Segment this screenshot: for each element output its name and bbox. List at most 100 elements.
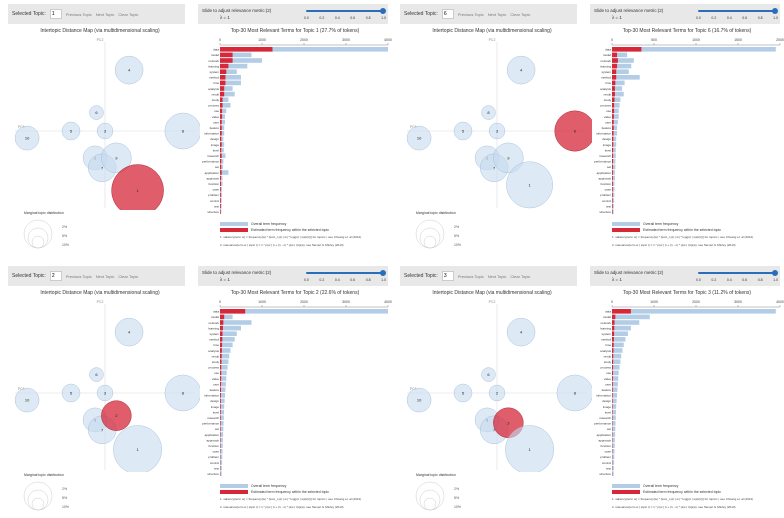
term-label: use — [214, 109, 219, 113]
bar-overall — [612, 460, 614, 465]
selected-topic-input[interactable] — [50, 271, 62, 281]
bar-topic — [612, 148, 613, 153]
term-label: method — [209, 76, 219, 80]
bar-topic — [612, 153, 613, 158]
footnote-relevance: 2. relevance(term w | topic t) = λ * p(w… — [612, 505, 782, 509]
bar-axis-tick: 0 — [219, 38, 221, 42]
slider-handle[interactable] — [380, 270, 386, 276]
bar-topic — [220, 331, 223, 336]
bar-topic — [612, 415, 613, 420]
bar-axis-tick: 4000 — [776, 300, 784, 304]
bar-axis-tick: 1000 — [258, 38, 266, 42]
next-topic-button[interactable]: Next Topic — [96, 12, 115, 17]
marginal-topic-legend: 2%5%10% — [414, 216, 474, 252]
selected-topic-input[interactable] — [442, 9, 454, 19]
bar-topic — [220, 320, 223, 325]
clear-topic-button[interactable]: Clear Topic — [118, 274, 138, 279]
intertopic-map: PC148105629731 — [392, 302, 592, 472]
term-label: set — [607, 165, 611, 169]
term-label: system — [601, 70, 611, 74]
previous-topic-button[interactable]: Previous Topic — [458, 274, 484, 279]
term-label: performance — [202, 422, 219, 426]
bar-topic — [220, 125, 222, 130]
selected-topic-input[interactable] — [442, 271, 454, 281]
slider-tick: 0.2 — [711, 16, 716, 20]
previous-topic-button[interactable]: Previous Topic — [458, 12, 484, 17]
term-label: level — [605, 410, 612, 414]
slider-tick: 0.8 — [758, 16, 763, 20]
bar-topic — [220, 53, 233, 58]
term-label: set — [215, 165, 219, 169]
next-topic-button[interactable]: Next Topic — [488, 274, 507, 279]
marginal-topic-legend: 2%5%10% — [414, 478, 474, 514]
term-label: problem — [208, 455, 219, 459]
previous-topic-button[interactable]: Previous Topic — [66, 274, 92, 279]
bar-topic — [612, 331, 614, 336]
footnote-saliency: 1. saliency(term w) = frequency(w) * [su… — [220, 497, 390, 501]
term-label: user — [605, 120, 611, 124]
mtd-tick: 10% — [62, 505, 69, 509]
bar-topic — [220, 354, 222, 359]
bar-topic — [612, 359, 613, 364]
bar-topic — [220, 198, 221, 203]
next-topic-button[interactable]: Next Topic — [96, 274, 115, 279]
bar-overall — [612, 309, 776, 314]
clear-topic-button[interactable]: Clear Topic — [510, 274, 530, 279]
legend-topic-label: Estimated term frequency within the sele… — [643, 228, 721, 232]
bar-topic — [612, 399, 613, 404]
previous-topic-button[interactable]: Previous Topic — [66, 12, 92, 17]
clear-topic-button[interactable]: Clear Topic — [510, 12, 530, 17]
term-label: analysis — [208, 349, 219, 353]
bar-overall — [612, 399, 617, 404]
scatter-title: Intertopic Distance Map (via multidimens… — [392, 290, 592, 296]
term-label: structure — [207, 210, 219, 214]
bar-axis-tick: 4000 — [384, 38, 392, 42]
bar-topic — [612, 387, 613, 392]
relevance-slider[interactable] — [306, 10, 384, 12]
lambda-value: λ = 1 — [594, 14, 663, 21]
bar-overall — [612, 432, 615, 437]
term-label: result — [604, 92, 612, 96]
slider-tick: 1.0 — [381, 16, 386, 20]
relevance-slider[interactable] — [306, 272, 384, 274]
relevance-slider[interactable] — [698, 10, 776, 12]
selected-topic-input[interactable] — [50, 9, 62, 19]
bar-topic — [612, 393, 613, 398]
term-label: time — [213, 343, 219, 347]
clear-topic-button[interactable]: Clear Topic — [118, 12, 138, 17]
bar-topic — [220, 326, 223, 331]
bar-topic — [220, 114, 222, 119]
term-label: case — [213, 450, 220, 454]
bar-topic — [612, 120, 614, 125]
topic-bubble-label: 10 — [417, 398, 422, 403]
term-label: level — [213, 410, 220, 414]
bar-topic — [220, 404, 221, 409]
bar-overall — [612, 337, 625, 342]
mtd-circle — [28, 228, 48, 248]
bar-overall — [612, 410, 616, 415]
bar-topic — [220, 86, 224, 91]
mtd-circle — [24, 220, 52, 248]
slider-tick: 0.4 — [727, 16, 732, 20]
relevance-slider[interactable] — [698, 272, 776, 274]
slider-handle[interactable] — [772, 8, 778, 14]
next-topic-button[interactable]: Next Topic — [488, 12, 507, 17]
slider-handle[interactable] — [380, 8, 386, 14]
legend-overall: Overall term frequency — [612, 484, 678, 488]
mtd-tick: 2% — [62, 487, 67, 491]
mtd-tick: 5% — [454, 234, 459, 238]
topic-selector-bar: Selected Topic: Previous Topic Next Topi… — [8, 4, 185, 24]
term-label: study — [604, 98, 612, 102]
term-label: model — [603, 53, 612, 57]
bar-topic — [220, 97, 223, 102]
slider-handle[interactable] — [772, 270, 778, 276]
bar-axis-tick: 0 — [611, 300, 613, 304]
term-label: model — [603, 315, 612, 319]
marginal-topic-title: Marginal topic distribution — [24, 473, 64, 477]
bar-overall — [612, 404, 616, 409]
bar-topic — [612, 137, 613, 142]
term-label: image — [603, 143, 612, 147]
term-label: image — [603, 405, 612, 409]
marginal-topic-title: Marginal topic distribution — [416, 211, 456, 215]
